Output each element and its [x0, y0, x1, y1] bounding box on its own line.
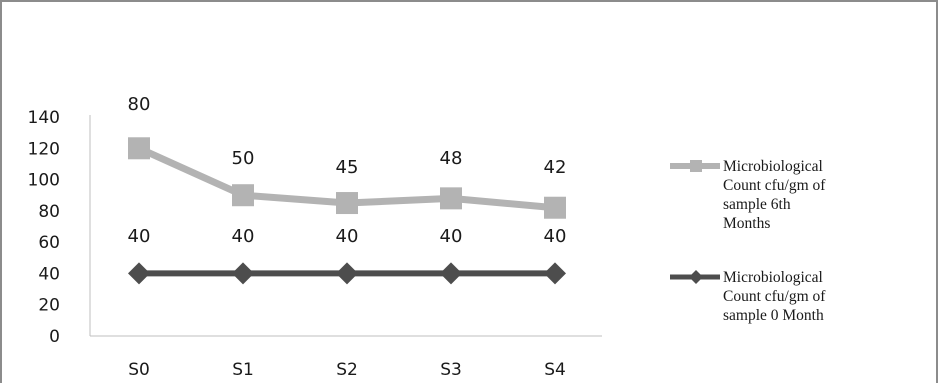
- data-label: 50: [232, 148, 255, 169]
- axes: [89, 115, 602, 337]
- series-0: [128, 137, 566, 219]
- data-point: [336, 262, 358, 285]
- legend: Microbiological Count cfu/gm of sample 6th…: [670, 158, 826, 324]
- y-tick-label: 100: [28, 171, 60, 191]
- x-tick-label: S0: [128, 360, 150, 380]
- legend-label: sample 0 Month: [723, 307, 824, 324]
- data-point: [544, 262, 566, 285]
- data-label: 42: [544, 157, 567, 178]
- data-point: [440, 187, 462, 210]
- y-axis-ticks: 0 20 40 60 80 100 120 140: [28, 108, 60, 347]
- legend-label: Microbiological: [723, 269, 823, 286]
- series-1: [128, 262, 566, 285]
- data-label: 40: [544, 226, 567, 247]
- x-axis-ticks: S0 S1 S2 S3 S4: [128, 360, 566, 380]
- data-point: [440, 262, 462, 285]
- data-label: 40: [336, 226, 359, 247]
- data-label: 45: [336, 157, 359, 178]
- series-layer: [128, 137, 566, 285]
- x-tick-label: S3: [440, 360, 462, 380]
- data-point: [128, 262, 150, 285]
- data-label: 40: [232, 226, 255, 247]
- data-point: [336, 192, 358, 215]
- y-tick-label: 60: [38, 233, 60, 253]
- legend-label: Months: [723, 215, 770, 232]
- data-point: [232, 184, 254, 207]
- legend-label: Count cfu/gm of: [723, 288, 826, 305]
- legend-marker: [689, 270, 703, 284]
- y-tick-label: 140: [28, 108, 60, 128]
- x-tick-label: S2: [336, 360, 358, 380]
- y-tick-label: 0: [49, 327, 60, 347]
- data-label: 40: [440, 226, 463, 247]
- data-point: [544, 196, 566, 219]
- x-tick-label: S1: [232, 360, 254, 380]
- y-tick-label: 120: [28, 139, 60, 159]
- data-labels: 80 50 45 48 42 40 40 40 40 40: [128, 94, 567, 247]
- data-label: 80: [128, 94, 151, 115]
- legend-label: sample 6th: [723, 196, 791, 213]
- y-tick-label: 40: [38, 264, 60, 284]
- y-tick-label: 80: [38, 202, 60, 222]
- data-point: [128, 137, 150, 160]
- data-label: 40: [128, 226, 151, 247]
- legend-entry-1: Microbiological Count cfu/gm of sample 0 M…: [670, 269, 826, 324]
- y-tick-label: 20: [38, 296, 60, 316]
- legend-label: Microbiological: [723, 158, 823, 175]
- x-tick-label: S4: [544, 360, 566, 380]
- legend-entry-0: Microbiological Count cfu/gm of sample 6th…: [670, 158, 826, 232]
- legend-marker: [690, 160, 702, 172]
- data-label: 48: [440, 148, 463, 169]
- data-point: [232, 262, 254, 285]
- legend-label: Count cfu/gm of: [723, 177, 826, 194]
